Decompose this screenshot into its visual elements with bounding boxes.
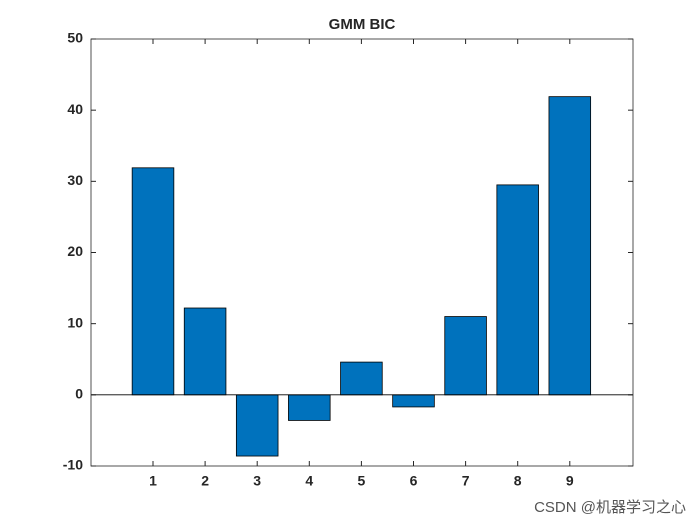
y-tick-label: 0	[75, 386, 83, 402]
x-tick-label: 3	[253, 473, 261, 489]
bar	[340, 361, 383, 396]
bar	[392, 394, 435, 408]
bar	[548, 96, 592, 396]
y-tick-label: 10	[67, 314, 83, 330]
bar	[183, 307, 227, 396]
bar	[288, 394, 331, 421]
x-tick-label: 6	[410, 473, 418, 489]
bar	[131, 167, 175, 396]
y-tick-label: 30	[67, 172, 83, 188]
x-tick-label: 5	[358, 473, 366, 489]
x-tick-label: 4	[305, 473, 313, 489]
y-tick-label: -10	[63, 457, 83, 473]
y-tick-label: 20	[67, 243, 83, 259]
watermark: CSDN @机器学习之心	[534, 499, 686, 516]
x-tick-label: 7	[462, 473, 470, 489]
bar	[496, 184, 539, 396]
x-tick-label: 8	[514, 473, 522, 489]
x-tick-label: 2	[201, 473, 209, 489]
bar	[444, 316, 487, 396]
y-tick-label: 40	[67, 101, 83, 117]
axes-box	[90, 38, 634, 467]
x-tick-label: 9	[566, 473, 574, 489]
chart-title: GMM BIC	[329, 16, 396, 33]
y-tick-label: 50	[67, 30, 83, 46]
bar	[235, 394, 279, 457]
x-tick-label: 1	[149, 473, 157, 489]
